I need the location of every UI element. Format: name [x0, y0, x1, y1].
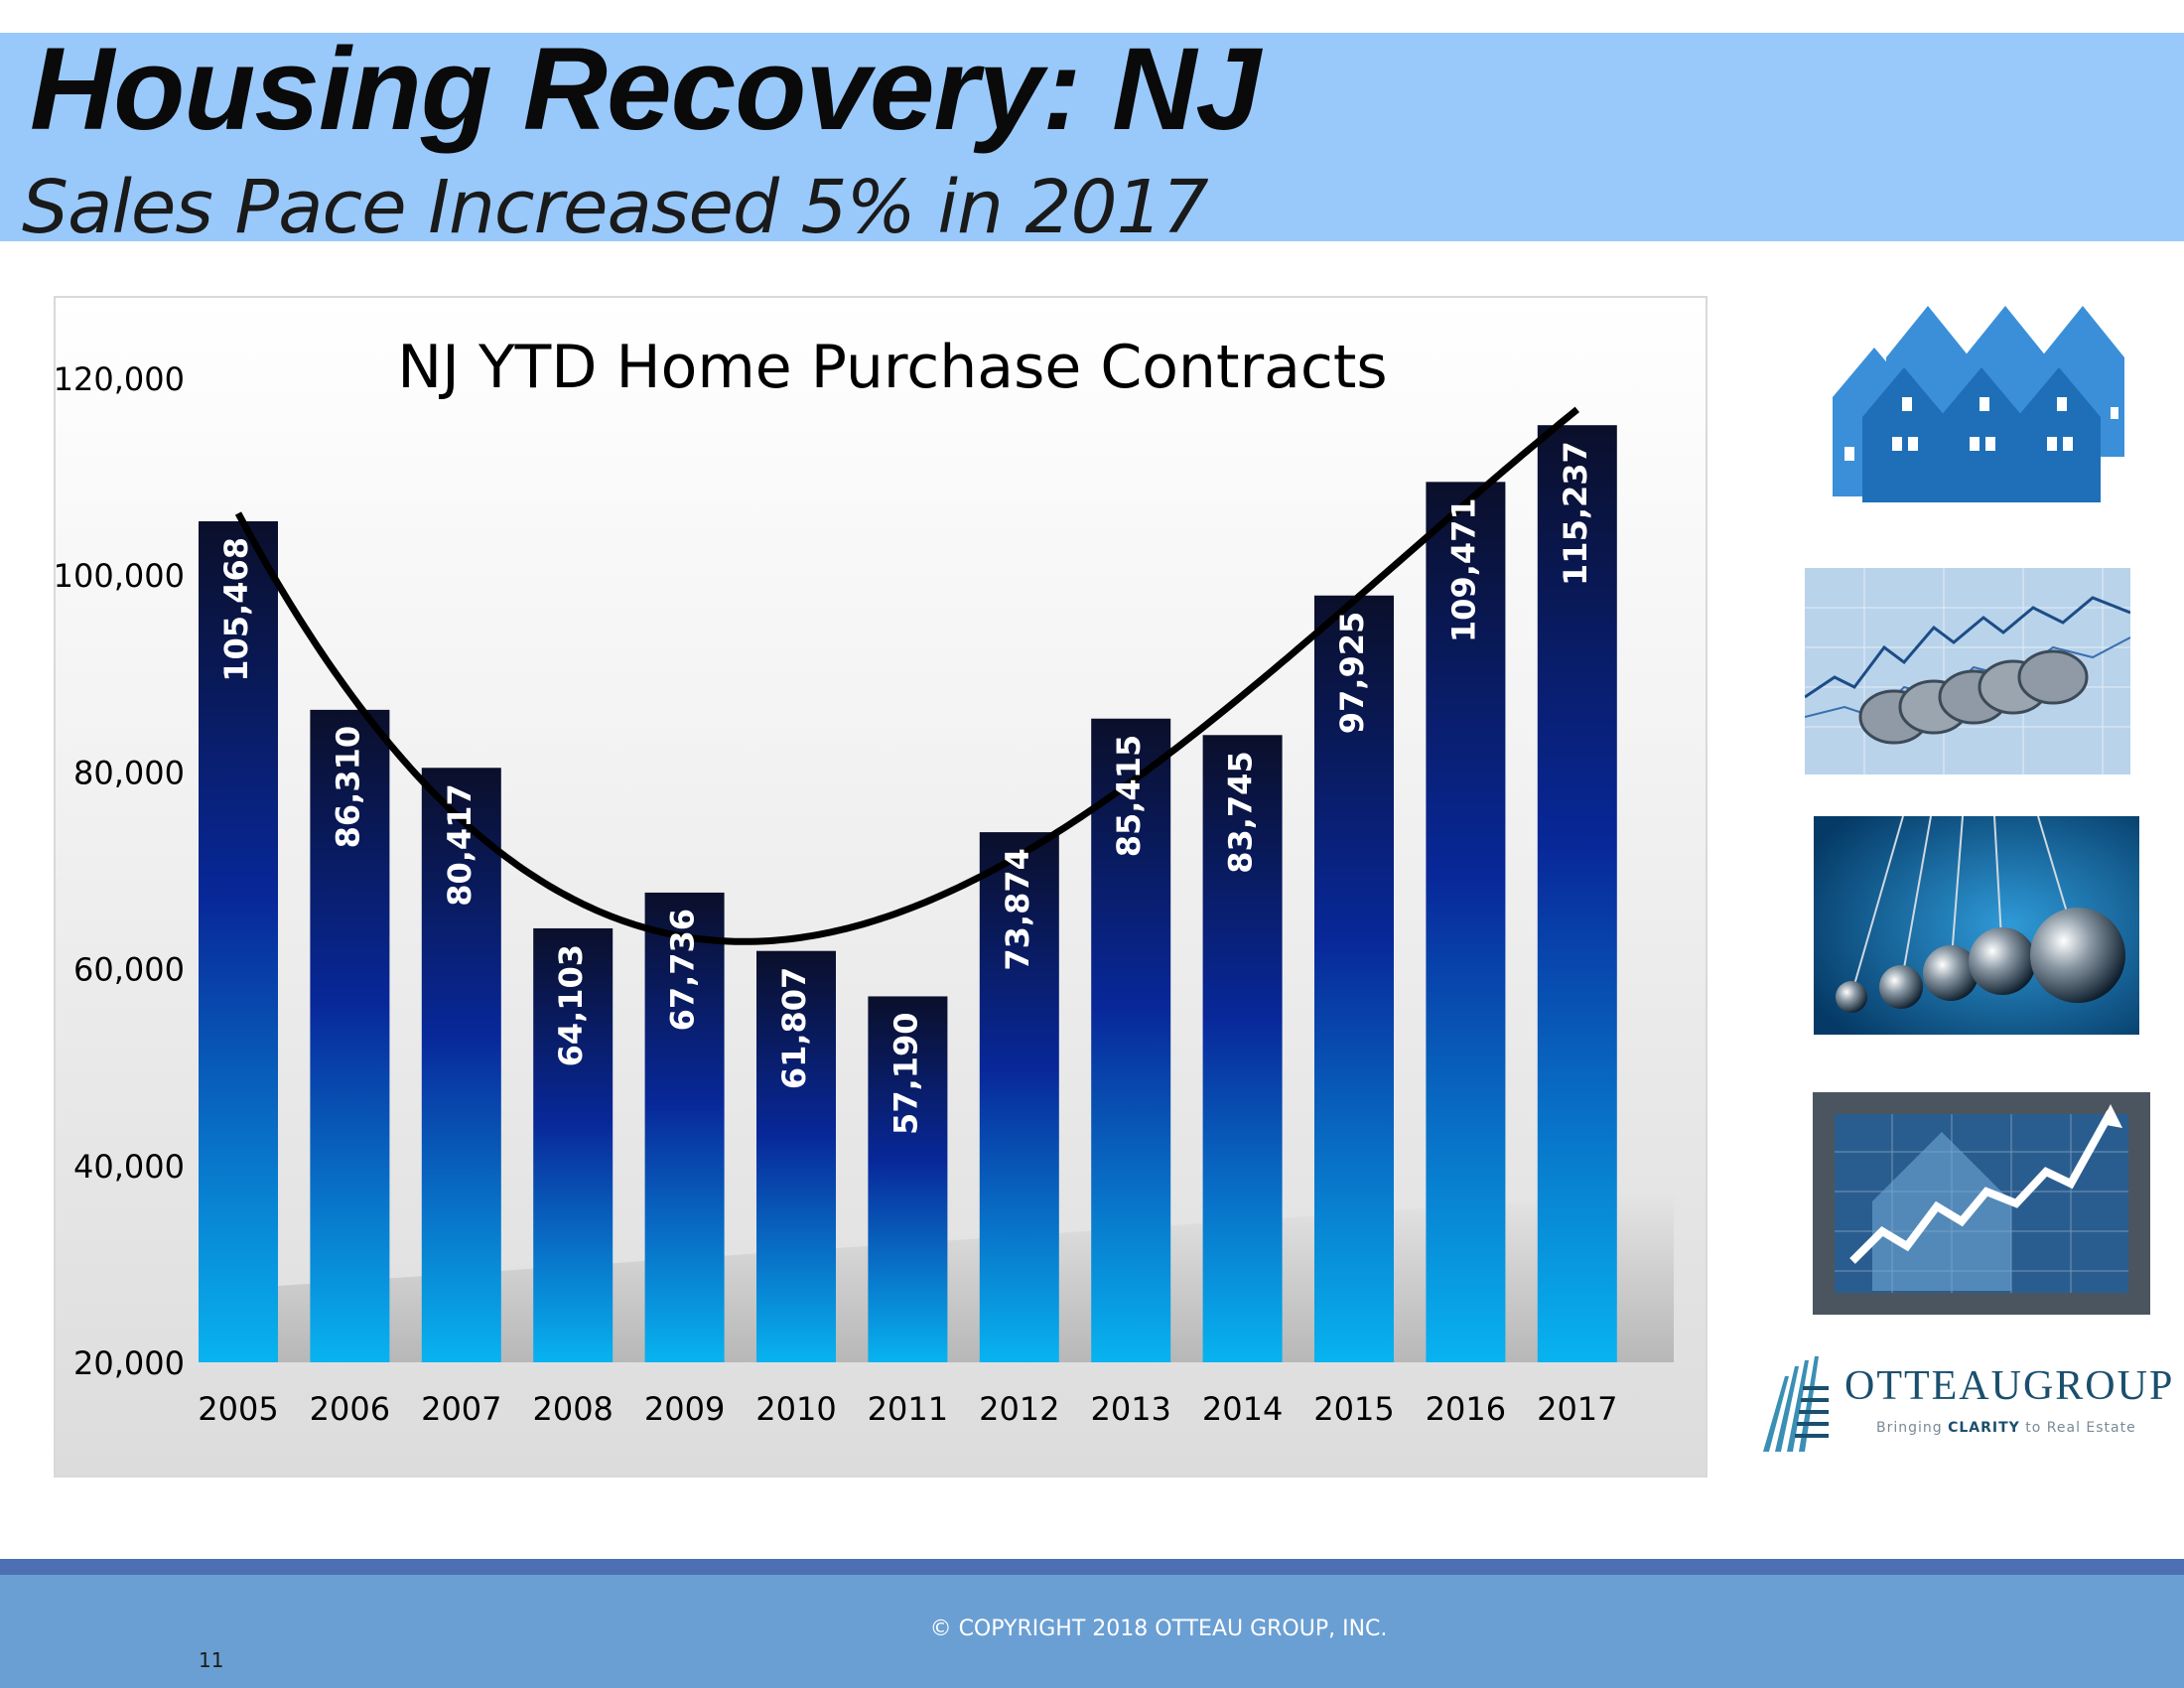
x-tick-label: 2009 [644, 1390, 725, 1428]
newtons-cradle-photo [1814, 816, 2139, 1035]
trend-line [234, 406, 1579, 945]
x-tick-label: 2011 [868, 1390, 948, 1428]
x-tick-label: 2006 [310, 1390, 390, 1428]
trend-line-layer [234, 406, 1579, 945]
bar [199, 521, 278, 1362]
building-logo-icon [1763, 1356, 1829, 1452]
y-tick-label: 100,000 [56, 557, 185, 595]
footer-band [0, 1575, 2184, 1688]
bar-value-label: 64,103 [552, 944, 590, 1066]
bar-chart: NJ YTD Home Purchase Contracts 20,000 40,… [56, 333, 1674, 1428]
footer-stripe [0, 1559, 2184, 1575]
bar-value-label: 73,874 [999, 848, 1036, 970]
page-number: 11 [199, 1648, 224, 1672]
x-tick-label: 2013 [1090, 1390, 1170, 1428]
y-tick-label: 40,000 [73, 1148, 185, 1186]
x-tick-label: 2010 [755, 1390, 836, 1428]
y-tick-label: 60,000 [73, 951, 185, 989]
otteau-group-logo: OTTEAUGROUP Bringing CLARITY to Real Est… [1755, 1356, 2182, 1452]
bar [644, 892, 725, 1362]
x-tick-label: 2012 [979, 1390, 1059, 1428]
bar [1426, 482, 1506, 1362]
x-tick-label: 2007 [421, 1390, 501, 1428]
bar [756, 950, 836, 1362]
bar-value-label: 80,417 [441, 783, 478, 906]
bar [979, 832, 1059, 1362]
bar-value-labels: 105,468 86,310 80,417 64,103 67,736 61,807 57,… [217, 441, 1594, 1135]
bar [1314, 595, 1394, 1362]
chart-title: NJ YTD Home Purchase Contracts [397, 333, 1387, 402]
x-tick-label: 2014 [1202, 1390, 1283, 1428]
x-tick-label: 2016 [1426, 1390, 1506, 1428]
y-tick-label: 20,000 [73, 1344, 185, 1382]
bar [1091, 718, 1171, 1362]
house-growth-chart-photo [1813, 1092, 2150, 1315]
bar-value-label: 85,415 [1110, 735, 1148, 857]
x-axis: 2005 2006 2007 2008 2009 2010 2011 2012 2013 2014… [198, 1390, 1617, 1428]
y-axis: 20,000 40,000 60,000 80,000 100,000 120,000 [56, 360, 185, 1382]
houses-icon [1833, 306, 2124, 502]
bar [868, 996, 948, 1362]
x-tick-label: 2005 [198, 1390, 278, 1428]
logo-name: OTTEAUGROUP [1844, 1363, 2175, 1409]
bar [533, 927, 614, 1362]
coins-chart-photo [1805, 568, 2130, 774]
y-tick-label: 80,000 [73, 754, 185, 791]
bar-value-label: 105,468 [217, 537, 255, 682]
slide-subtitle: Sales Pace Increased 5% in 2017 [22, 165, 1209, 250]
logo-tagline-bold: CLARITY [1948, 1420, 2020, 1436]
x-tick-label: 2008 [532, 1390, 613, 1428]
x-tick-label: 2015 [1313, 1390, 1394, 1428]
bar-value-label: 57,190 [887, 1012, 924, 1134]
bar-value-label: 97,925 [1333, 612, 1371, 734]
bars [199, 425, 1617, 1363]
slide-title: Housing Recovery: NJ [30, 24, 1261, 155]
logo-tagline-post: to Real Estate [2019, 1420, 2136, 1436]
x-tick-label: 2017 [1537, 1390, 1617, 1428]
logo-tagline-pre: Bringing [1876, 1420, 1949, 1436]
bar-value-label: 86,310 [329, 726, 366, 848]
bar-value-label: 115,237 [1557, 441, 1594, 586]
bar [421, 768, 501, 1362]
bar [310, 709, 390, 1362]
title-banner [0, 33, 2184, 241]
bar-value-label: 83,745 [1222, 751, 1260, 873]
bar-value-label: 109,471 [1444, 497, 1482, 642]
logo-tagline: Bringing CLARITY to Real Estate [1876, 1420, 2136, 1436]
bar-value-label: 61,807 [775, 967, 813, 1089]
y-tick-label: 120,000 [56, 360, 185, 398]
copyright-text: © COPYRIGHT 2018 OTTEAU GROUP, INC. [929, 1617, 1388, 1641]
bar [1537, 425, 1617, 1363]
bar [1202, 735, 1283, 1362]
bar-value-label: 67,736 [664, 909, 702, 1031]
